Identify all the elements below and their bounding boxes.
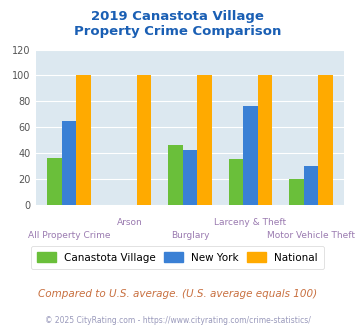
Bar <box>197 75 212 205</box>
Bar <box>243 106 258 205</box>
Text: Compared to U.S. average. (U.S. average equals 100): Compared to U.S. average. (U.S. average … <box>38 289 317 299</box>
Bar <box>258 75 272 205</box>
Text: Motor Vehicle Theft: Motor Vehicle Theft <box>267 231 355 240</box>
Bar <box>318 75 333 205</box>
Legend: Canastota Village, New York, National: Canastota Village, New York, National <box>31 246 324 269</box>
Text: Arson: Arson <box>116 218 142 227</box>
Bar <box>137 75 151 205</box>
Bar <box>289 179 304 205</box>
Text: All Property Crime: All Property Crime <box>28 231 110 240</box>
Text: 2019 Canastota Village
Property Crime Comparison: 2019 Canastota Village Property Crime Co… <box>74 10 281 38</box>
Text: © 2025 CityRating.com - https://www.cityrating.com/crime-statistics/: © 2025 CityRating.com - https://www.city… <box>45 315 310 325</box>
Bar <box>229 159 243 205</box>
Text: Burglary: Burglary <box>171 231 209 240</box>
Bar <box>304 166 318 205</box>
Bar <box>183 150 197 205</box>
Bar <box>168 145 183 205</box>
Text: Larceny & Theft: Larceny & Theft <box>214 218 286 227</box>
Bar <box>61 120 76 205</box>
Bar <box>47 158 61 205</box>
Bar <box>76 75 91 205</box>
